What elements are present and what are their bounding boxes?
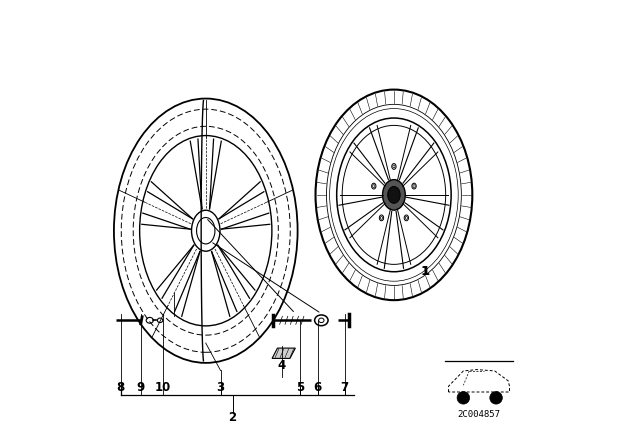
- Text: 5: 5: [296, 381, 304, 394]
- Text: 1: 1: [421, 264, 429, 278]
- Text: 2C004857: 2C004857: [458, 410, 500, 419]
- Circle shape: [457, 392, 470, 404]
- Text: 8: 8: [116, 381, 125, 394]
- Text: 4: 4: [278, 358, 286, 372]
- Text: 7: 7: [340, 381, 349, 394]
- Ellipse shape: [388, 186, 400, 203]
- Text: 9: 9: [137, 381, 145, 394]
- Text: 1: 1: [421, 264, 429, 278]
- Text: 3: 3: [216, 381, 225, 394]
- Polygon shape: [272, 348, 296, 358]
- Text: 2: 2: [228, 411, 237, 424]
- Ellipse shape: [383, 180, 405, 210]
- Text: 10: 10: [155, 381, 172, 394]
- Circle shape: [490, 392, 502, 404]
- Text: 6: 6: [314, 381, 322, 394]
